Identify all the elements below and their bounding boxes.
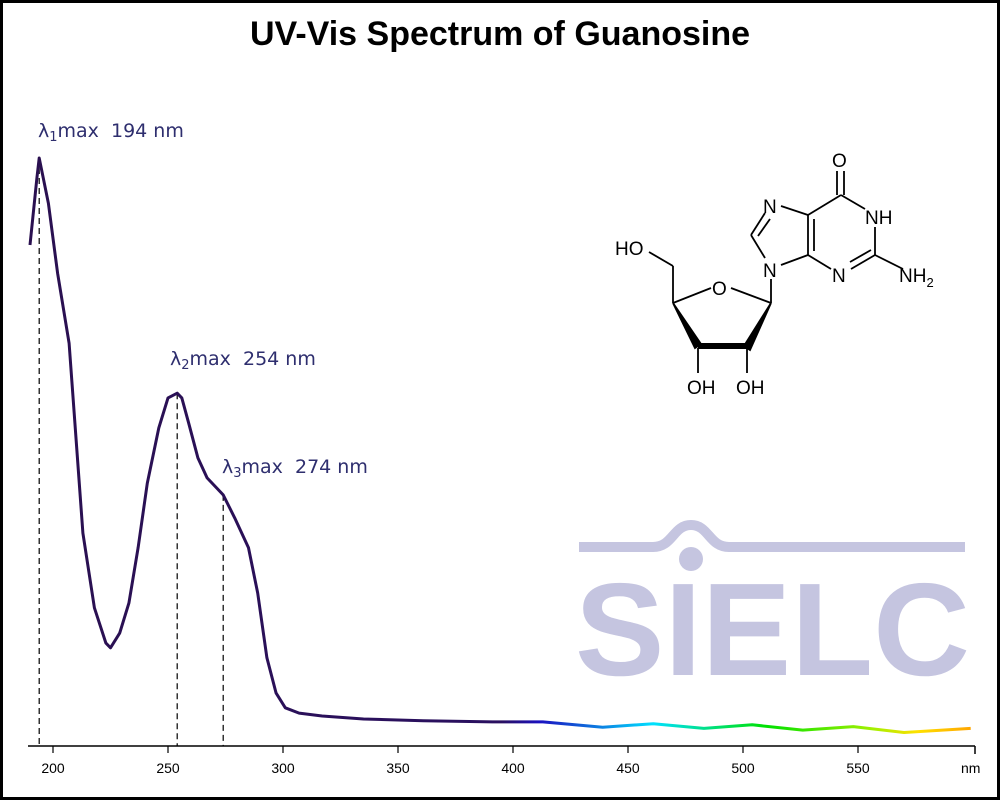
atom-ho: HO — [615, 239, 644, 260]
atom-n9: N — [763, 261, 777, 282]
x-tick-label: 350 — [386, 760, 410, 776]
spectrum-line — [28, 156, 971, 734]
x-tick-label: 200 — [41, 760, 65, 776]
x-tick-label: 300 — [271, 760, 295, 776]
peak-label-3: λ3max 274 nm — [222, 456, 368, 481]
atom-oh-3: OH — [687, 378, 716, 399]
x-tick-label: 400 — [501, 760, 525, 776]
atom-o-carbonyl: O — [832, 151, 847, 172]
guanosine-structure: O NH N NH2 N N O HO OH OH — [615, 151, 934, 399]
atom-n3: N — [832, 266, 846, 287]
atom-o-ring: O — [712, 279, 727, 300]
x-tick-label: 550 — [846, 760, 870, 776]
atom-nh: NH — [865, 208, 892, 229]
sielc-watermark-logo: SIELC — [575, 519, 970, 703]
chart-title: UV-Vis Spectrum of Guanosine — [249, 15, 751, 53]
x-axis-unit-label: nm — [961, 760, 980, 776]
atom-n7: N — [763, 197, 777, 218]
svg-text:SIELC: SIELC — [575, 556, 970, 703]
x-tick-label: 500 — [731, 760, 755, 776]
spectrum-plot: SIELC 200 250 300 350 400 450 500 550 nm — [28, 151, 980, 776]
peak-label-1: λ1max 194 nm — [38, 120, 184, 145]
atom-oh-2: OH — [736, 378, 765, 399]
peak-label-2: λ2max 254 nm — [170, 348, 316, 373]
x-tick-label: 250 — [156, 760, 180, 776]
atom-nh2: NH2 — [899, 266, 934, 290]
x-tick-label: 450 — [616, 760, 640, 776]
